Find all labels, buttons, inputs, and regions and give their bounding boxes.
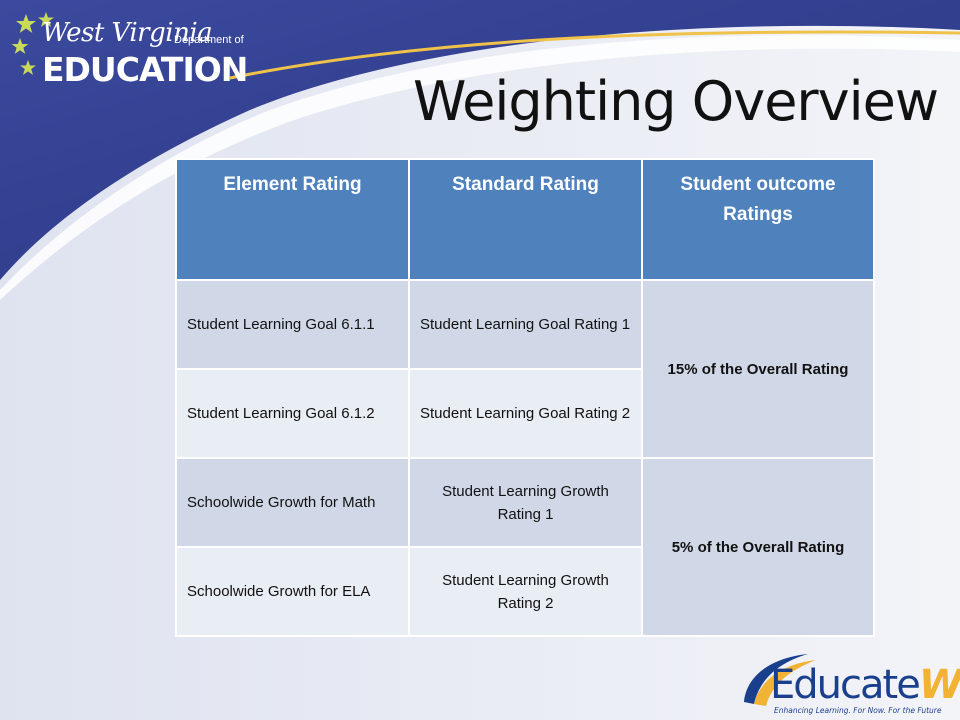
wv-word: WV	[918, 662, 960, 708]
header-standard-rating: Standard Rating	[408, 158, 643, 281]
element-cell: Student Learning Goal 6.1.1	[175, 279, 410, 370]
standard-cell: Student Learning Goal Rating 2	[408, 368, 643, 459]
wv-department-logo: West Virginia Department of EDUCATION	[8, 8, 248, 89]
element-cell: Student Learning Goal 6.1.2	[175, 368, 410, 459]
swoosh-icon	[744, 654, 816, 706]
header-element-rating: Element Rating	[175, 158, 410, 281]
standard-cell: Student Learning Growth Rating 2	[408, 546, 643, 637]
table-row: Student Learning Goal 6.1.1 Student Lear…	[175, 279, 875, 459]
weighting-table: Element Rating Standard Rating Student o…	[175, 158, 875, 637]
slide-title: Weighting Overview	[412, 70, 939, 133]
logo-script-text: West Virginia	[42, 18, 213, 48]
outcome-cell: 5% of the Overall Rating	[641, 457, 875, 637]
table-row: Schoolwide Growth for Math Student Learn…	[175, 457, 875, 637]
standard-cell: Student Learning Growth Rating 1	[408, 457, 643, 548]
logo-dept-text: Department of	[174, 34, 244, 46]
outcome-cell: 15% of the Overall Rating	[641, 279, 875, 459]
educatewv-wordmark: EducateWV	[770, 662, 960, 708]
table-row: Schoolwide Growth for ELA Student Learni…	[175, 546, 874, 637]
header-student-outcome-ratings: Student outcome Ratings	[641, 158, 875, 281]
table-row: Student Learning Goal 6.1.2 Student Lear…	[175, 368, 874, 459]
element-cell: Schoolwide Growth for Math	[175, 457, 410, 548]
educatewv-logo: EducateWV Enhancing Learning. For Now. F…	[738, 650, 960, 720]
element-cell: Schoolwide Growth for ELA	[175, 546, 410, 637]
stars-icon	[11, 12, 54, 75]
educate-word: Educate	[770, 662, 921, 708]
table-header-row: Element Rating Standard Rating Student o…	[175, 158, 875, 281]
standard-cell: Student Learning Goal Rating 1	[408, 279, 643, 370]
logo-education-text: EDUCATION	[42, 50, 248, 89]
educatewv-tagline: Enhancing Learning. For Now. For the Fut…	[774, 706, 942, 715]
